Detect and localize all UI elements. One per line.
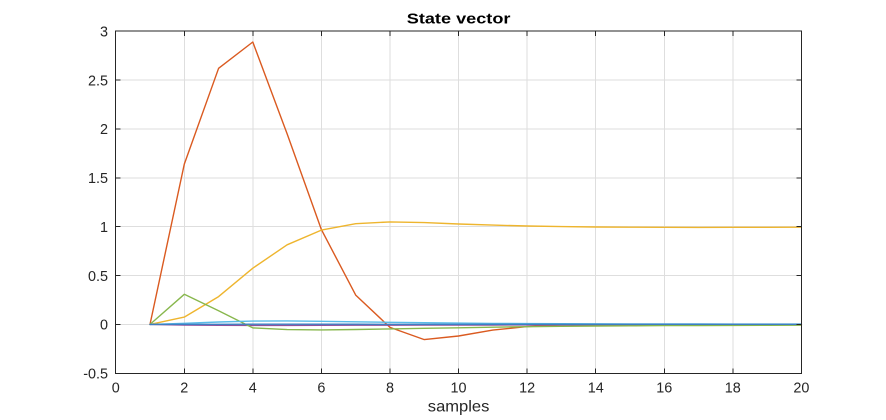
svg-text:0: 0 — [100, 318, 108, 334]
svg-text:10: 10 — [450, 381, 466, 397]
svg-text:2: 2 — [180, 381, 188, 397]
svg-text:3: 3 — [100, 25, 108, 41]
svg-text:14: 14 — [588, 381, 604, 397]
svg-text:State vector: State vector — [407, 12, 511, 28]
svg-text:2.5: 2.5 — [88, 73, 108, 89]
svg-text:1.5: 1.5 — [88, 171, 108, 187]
svg-text:18: 18 — [725, 381, 741, 397]
svg-text:4: 4 — [249, 381, 257, 397]
svg-text:1: 1 — [100, 220, 108, 236]
svg-text:12: 12 — [519, 381, 535, 397]
svg-text:0: 0 — [112, 381, 120, 397]
svg-text:8: 8 — [386, 381, 394, 397]
svg-text:6: 6 — [317, 381, 325, 397]
svg-text:16: 16 — [656, 381, 672, 397]
svg-text:samples: samples — [428, 398, 490, 415]
svg-text:-0.5: -0.5 — [83, 367, 108, 383]
svg-text:0.5: 0.5 — [88, 269, 108, 285]
svg-text:20: 20 — [793, 381, 809, 397]
svg-text:2: 2 — [100, 122, 108, 138]
